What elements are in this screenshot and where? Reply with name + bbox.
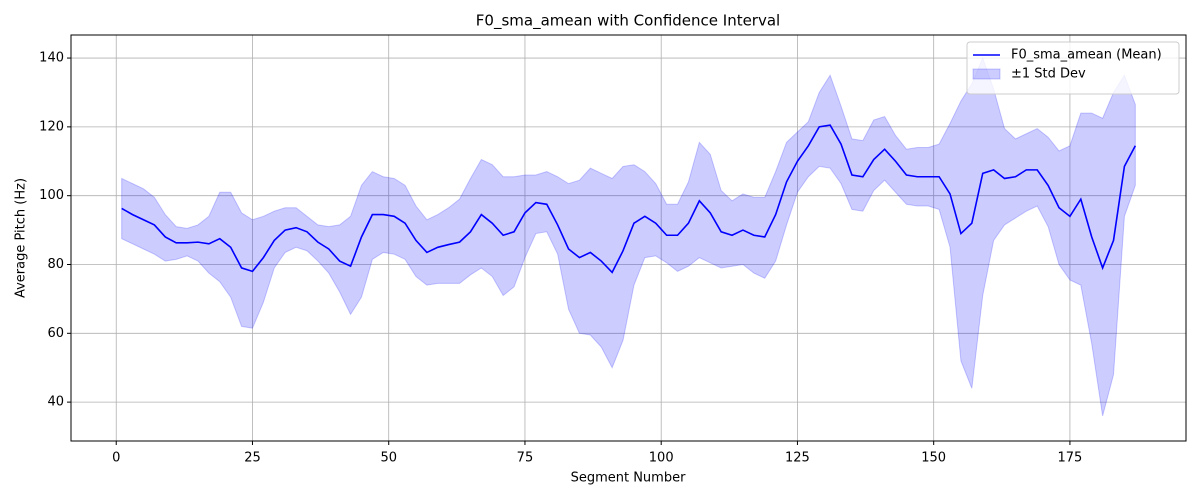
- y-tick-label: 100: [39, 188, 64, 203]
- x-tick-label: 25: [244, 451, 261, 466]
- x-tick-label: 125: [785, 451, 810, 466]
- legend-patch: [972, 68, 1001, 80]
- x-tick-label: 0: [112, 451, 120, 466]
- legend-label: F0_sma_amean (Mean): [1011, 48, 1162, 63]
- mean-line: [121, 124, 1137, 274]
- y-tick-label: 60: [47, 326, 64, 341]
- x-tick-label: 100: [649, 451, 674, 466]
- y-axis-label: Average Pitch (Hz): [14, 178, 29, 298]
- y-tick-label: 80: [47, 257, 64, 272]
- chart-title: F0_sma_amean with Confidence Interval: [476, 12, 780, 31]
- legend-box: [966, 41, 1180, 95]
- y-tick-label: 40: [47, 395, 64, 410]
- y-tick-label: 120: [39, 119, 64, 134]
- legend-label: ±1 Std Dev: [1011, 67, 1086, 82]
- y-tick-label: 140: [39, 51, 64, 66]
- x-axis-label: Segment Number: [571, 471, 687, 486]
- x-tick-label: 50: [380, 451, 397, 466]
- x-tick-label: 175: [1058, 451, 1083, 466]
- x-tick-label: 75: [517, 451, 534, 466]
- plot-frame: [70, 34, 1187, 442]
- x-tick-label: 150: [921, 451, 946, 466]
